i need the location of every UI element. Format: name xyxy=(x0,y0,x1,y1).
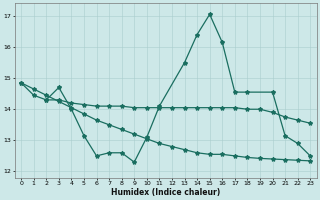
X-axis label: Humidex (Indice chaleur): Humidex (Indice chaleur) xyxy=(111,188,220,197)
